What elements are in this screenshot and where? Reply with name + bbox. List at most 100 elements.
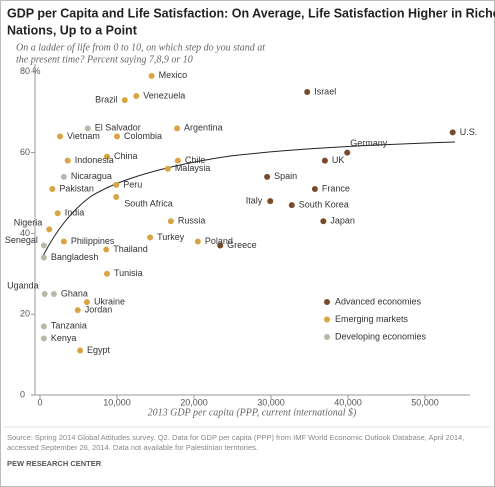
point-label: Germany [350, 138, 388, 148]
point-label: Nicaragua [71, 171, 112, 181]
point-label: China [114, 151, 138, 161]
x-axis-label: 2013 GDP per capita (PPP, current intern… [148, 407, 357, 418]
point-label: Uganda [7, 280, 39, 290]
point [164, 165, 171, 172]
point [41, 291, 48, 297]
trend-curve [41, 141, 456, 259]
subtitle: the present time? Percent saying 7,8,9 o… [16, 54, 193, 65]
point [64, 157, 71, 164]
point [114, 133, 120, 140]
point-label: South Korea [299, 199, 349, 209]
point [74, 307, 81, 314]
point [60, 173, 67, 180]
credit: PEW RESEARCH CENTER [7, 459, 102, 468]
point [40, 323, 47, 330]
y-tick-label: 20 [20, 309, 30, 319]
point-label: Egypt [87, 345, 111, 355]
point [267, 198, 274, 205]
point-label: Pakistan [59, 183, 94, 193]
subtitle: On a ladder of life from 0 to 10, on whi… [16, 42, 265, 53]
point-label: Greece [227, 240, 257, 250]
point [217, 242, 224, 249]
point [103, 246, 110, 253]
point [148, 72, 155, 79]
legend-marker [324, 299, 330, 305]
point-label: Spain [274, 171, 297, 181]
point [60, 238, 67, 245]
x-tick-label: 30,000 [257, 397, 285, 407]
point [320, 218, 327, 225]
point-label: Venezuela [143, 90, 185, 100]
point [311, 185, 318, 192]
point-label: UK [332, 155, 345, 165]
point [40, 335, 47, 342]
legend-label: Developing economies [335, 331, 427, 341]
point-label: Senegal [5, 235, 38, 245]
source: Source: Spring 2014 Global Attitudes sur… [7, 433, 464, 442]
x-tick-label: 20,000 [180, 397, 208, 407]
source: accessed September 26, 2014. Data not av… [7, 443, 258, 452]
legend-label: Advanced economies [335, 296, 422, 306]
point [174, 125, 181, 132]
point [103, 153, 110, 160]
point [288, 202, 295, 209]
point-label: Jordan [85, 305, 113, 315]
point [103, 270, 110, 277]
point-label: Poland [205, 236, 233, 246]
point [174, 157, 181, 164]
y-tick-label: 40 [20, 228, 30, 238]
point [121, 97, 128, 104]
point [113, 194, 120, 201]
point-label: Philippines [71, 236, 115, 246]
point [167, 218, 174, 225]
point [133, 93, 140, 100]
point [194, 238, 201, 245]
point [77, 347, 84, 354]
point [40, 254, 47, 261]
point [449, 129, 456, 136]
point-label: Tunisia [114, 268, 143, 278]
y-tick-label: 0 [20, 389, 25, 399]
point [83, 299, 90, 306]
x-tick-label: 40,000 [334, 397, 362, 407]
point-label: Thailand [113, 244, 148, 254]
point-label: Ukraine [94, 296, 125, 306]
point [84, 125, 91, 132]
point-label: El Salvador [95, 123, 141, 133]
point-label: Colombia [124, 131, 162, 141]
point-label: Bangladesh [51, 252, 99, 262]
x-tick-label: 10,000 [103, 397, 131, 407]
point [54, 210, 61, 217]
point-label: Italy [246, 195, 263, 205]
y-tick-label: 60 [20, 147, 30, 157]
legend-marker [324, 334, 330, 340]
point-label: India [65, 208, 85, 218]
point [49, 185, 56, 192]
point-label: Argentina [184, 123, 223, 133]
point [264, 173, 271, 180]
point-label: Malaysia [175, 163, 211, 173]
point-label: Chile [185, 155, 206, 165]
point-label: France [322, 183, 350, 193]
point [321, 157, 328, 164]
point-label: Ghana [61, 288, 88, 298]
point-label: Russia [178, 216, 206, 226]
point-label: Mexico [159, 70, 188, 80]
point [57, 133, 64, 140]
point-label: Turkey [157, 232, 185, 242]
point-label: Nigeria [14, 218, 43, 228]
chart-title: Nations, Up to a Point [7, 23, 138, 37]
point [50, 291, 57, 297]
point [304, 89, 311, 95]
point [344, 149, 351, 156]
y-tick-label: 80 % [20, 66, 41, 76]
point-label: Indonesia [75, 155, 114, 165]
point-label: South Africa [124, 198, 173, 208]
point-label: Japan [330, 216, 355, 226]
point-label: Brazil [95, 94, 118, 104]
point [46, 226, 53, 233]
x-tick-label: 50,000 [411, 397, 439, 407]
